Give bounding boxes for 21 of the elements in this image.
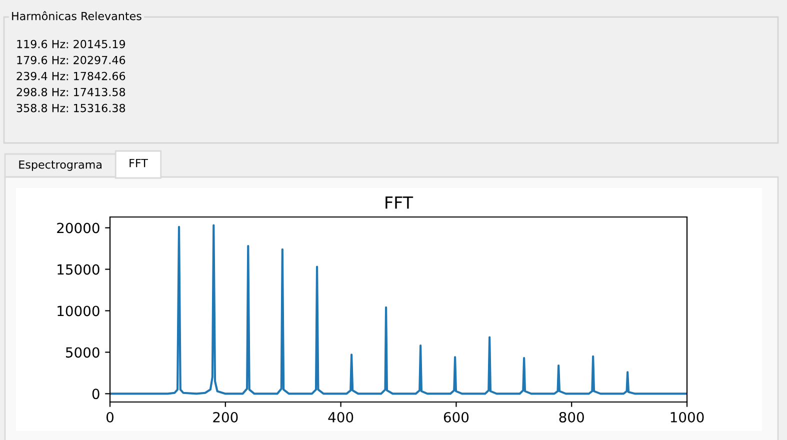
chart-title: FFT [386, 196, 414, 209]
x-tick-label: 400 [328, 412, 354, 422]
x-tick-label: 1000 [670, 412, 704, 422]
x-tick-label: 800 [559, 412, 584, 422]
text: 358.8 Hz: 15316.38 [16, 104, 126, 112]
text: 119.6 Hz: 20145.19 [17, 40, 126, 48]
y-tick-label: 0 [92, 388, 100, 400]
text: Espectrograma [19, 160, 102, 171]
line-series [110, 224, 687, 395]
y-tick-label: 10000 [58, 306, 100, 316]
y-tick-label: 20000 [57, 222, 100, 234]
text: 239.4 Hz: 17842.66 [16, 72, 126, 80]
y-tick-label: 15000 [58, 264, 100, 275]
text: Harmônicas Relevantes [12, 11, 142, 20]
text: 179.6 Hz: 20297.46 [17, 56, 126, 64]
x-tick-label: 0 [106, 412, 114, 422]
x-tick-label: 600 [444, 412, 469, 422]
y-tick-label: 5000 [66, 347, 100, 358]
x-tick-label: 200 [213, 412, 238, 422]
text: FFT [130, 158, 148, 168]
text: 298.8 Hz: 17413.58 [16, 88, 126, 96]
